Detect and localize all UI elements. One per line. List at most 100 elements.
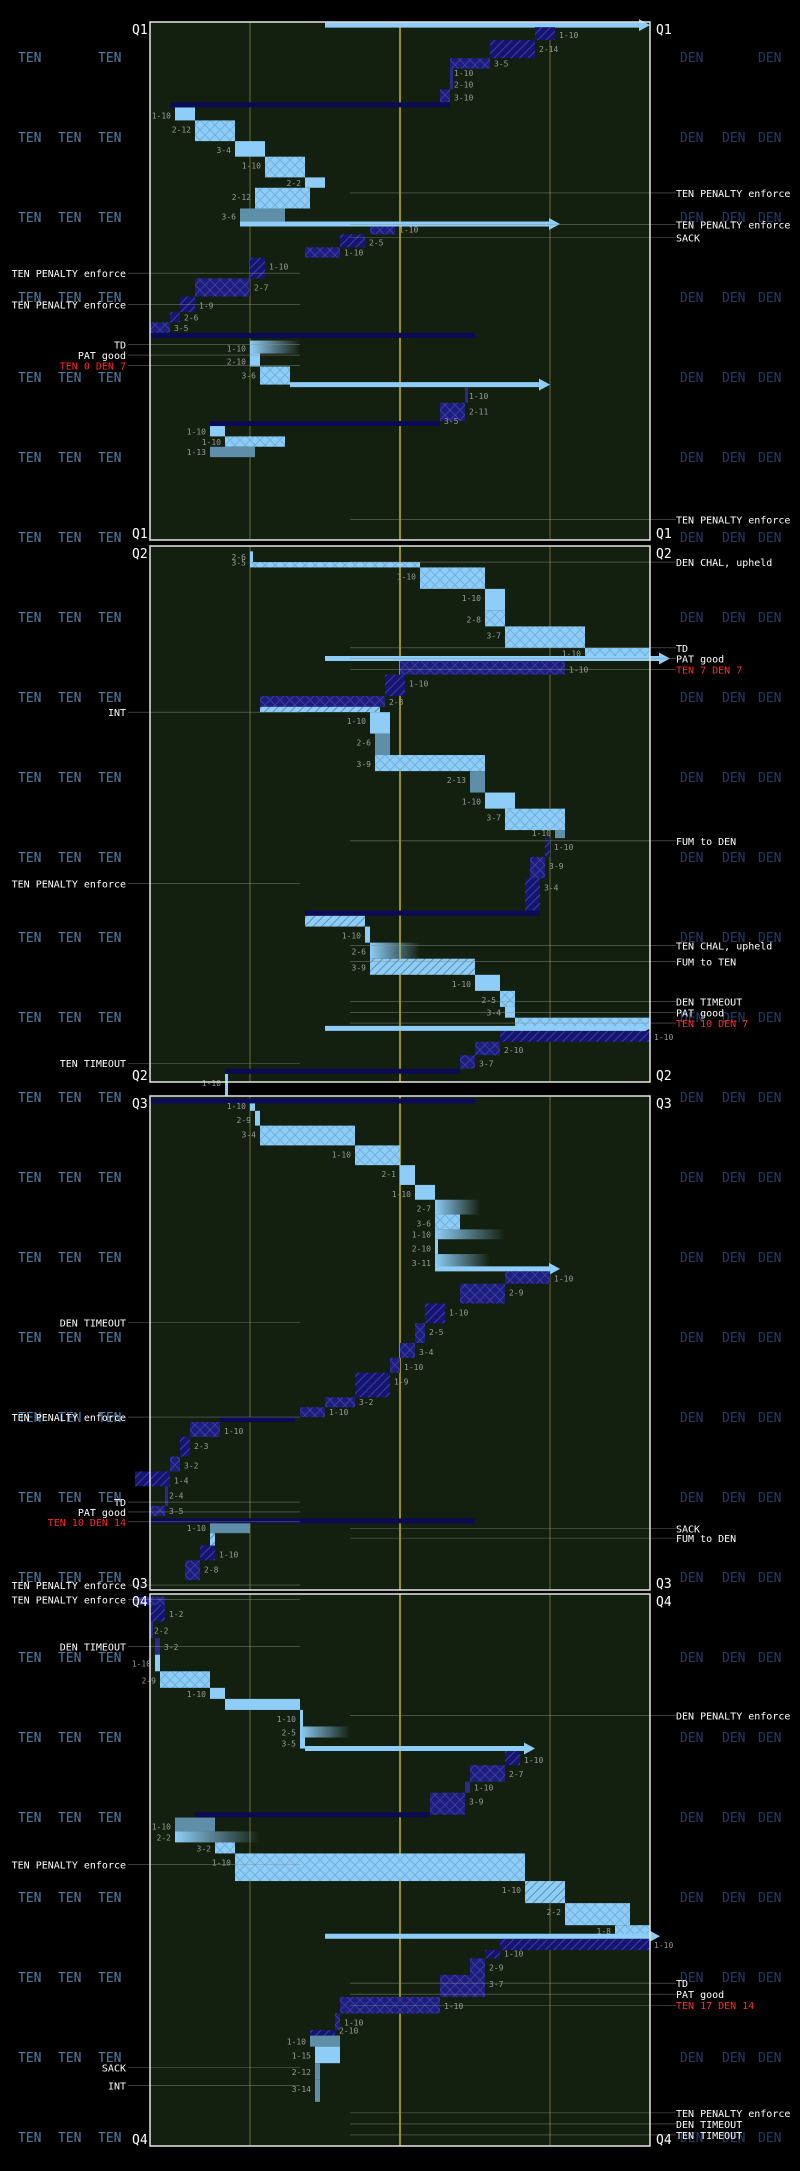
watermark-home: TEN (58, 131, 81, 146)
play-label: 1-10 (227, 1102, 246, 1111)
quarter-label-end: Q1 (132, 527, 148, 542)
watermark-away: DEN (758, 1251, 781, 1266)
note-text: PAT good (78, 1508, 126, 1519)
play-label: 2-9 (489, 1963, 504, 1972)
play-bar (400, 1343, 415, 1358)
watermark-home: TEN (58, 451, 81, 466)
watermark-home: TEN (18, 691, 41, 706)
play-bar (525, 1881, 565, 1904)
watermark-home: TEN (58, 531, 81, 546)
note-text: PAT good (676, 1008, 724, 1019)
note-text: TEN PENALTY enforce (12, 880, 126, 891)
watermark-away: DEN (758, 1091, 781, 1106)
play-bar (240, 208, 285, 222)
note-text: TEN 17 DEN 14 (676, 2001, 754, 2012)
watermark-home: TEN (58, 2131, 81, 2146)
play-label: 3-6 (417, 1220, 432, 1229)
watermark-home: TEN (98, 851, 121, 866)
play-bar (500, 1939, 650, 1951)
watermark-away: DEN (680, 1651, 703, 1666)
play-bar (435, 1214, 460, 1230)
play-bar (260, 366, 290, 385)
watermark-away: DEN (680, 2131, 703, 2146)
watermark-home: TEN (58, 1491, 81, 1506)
play-label: 1-10 (554, 843, 573, 852)
play-bar (255, 187, 310, 209)
play-bar (235, 1853, 525, 1882)
note-text: TEN 0 DEN 7 (60, 361, 126, 372)
play-bar (435, 1199, 480, 1215)
play-bar (545, 838, 550, 857)
watermark-home: TEN (18, 211, 41, 226)
quarter-frame (149, 1593, 651, 2147)
note-text: TEN PENALTY enforce (12, 269, 126, 280)
play-label: 1-10 (347, 717, 366, 726)
play-label: 1-10 (449, 1308, 468, 1317)
watermark-away: DEN (758, 1971, 781, 1986)
watermark-away: DEN (758, 931, 781, 946)
watermark-home: TEN (98, 1331, 121, 1346)
play-label: 1-10 (224, 1427, 243, 1436)
watermark-away: DEN (758, 1331, 781, 1346)
play-label: 2-8 (389, 698, 404, 707)
play-label: 1-10 (344, 249, 363, 258)
note-text: TD (114, 1498, 126, 1509)
play-label: 2-12 (232, 193, 251, 202)
note-text: DEN CHAL, upheld (676, 558, 772, 569)
watermark-home: TEN (58, 851, 81, 866)
play-label: 1-10 (187, 427, 206, 436)
watermark-away: DEN (722, 1571, 745, 1586)
quarter-label-end: Q1 (656, 527, 672, 542)
play-bar (530, 856, 545, 879)
watermark-home: TEN (58, 1971, 81, 1986)
watermark-home: TEN (18, 1091, 41, 1106)
play-bar (315, 2046, 340, 2064)
watermark-away: DEN (758, 1731, 781, 1746)
watermark-home: TEN (58, 771, 81, 786)
play-label: 2-12 (292, 2068, 311, 2077)
play-label: 1-10 (152, 1822, 171, 1831)
watermark-home: TEN (98, 2131, 121, 2146)
play-label: 1-10 (654, 1033, 673, 1042)
watermark-away: DEN (680, 611, 703, 626)
note-text: INT (108, 2081, 126, 2092)
note-text: TEN PENALTY enforce (676, 189, 790, 200)
quarter-label-start: Q1 (656, 23, 672, 38)
watermark-home: TEN (18, 611, 41, 626)
watermark-away: DEN (758, 1411, 781, 1426)
play-label: 2-10 (227, 357, 246, 366)
play-label: 3-9 (469, 1798, 484, 1807)
play-bar (365, 926, 370, 943)
play-bar (260, 1125, 355, 1146)
watermark-away: DEN (680, 931, 703, 946)
note-text: SACK (676, 233, 700, 244)
play-label: 1-9 (199, 302, 214, 311)
play-label: 1-10 (399, 225, 418, 234)
play-bar (505, 626, 585, 648)
watermark-away: DEN (758, 1891, 781, 1906)
watermark-home: TEN (98, 1651, 121, 1666)
watermark-away: DEN (680, 211, 703, 226)
note-text: TEN 10 DEN 7 (676, 1019, 748, 1030)
play-label: 3-9 (352, 964, 367, 973)
note-text: TEN PENALTY enforce (676, 515, 790, 526)
watermark-home: TEN (98, 211, 121, 226)
play-bar (525, 878, 540, 911)
watermark-away: DEN (758, 851, 781, 866)
watermark-home: TEN (58, 691, 81, 706)
watermark-home: TEN (58, 1411, 81, 1426)
watermark-away: DEN (758, 291, 781, 306)
play-label: 3-2 (184, 1462, 199, 1471)
play-label: 2-5 (369, 238, 384, 247)
play-label: 2-9 (142, 1676, 157, 1685)
watermark-away: DEN (680, 1331, 703, 1346)
watermark-away: DEN (758, 1171, 781, 1186)
play-label: 1-10 (454, 69, 473, 78)
watermark-away: DEN (680, 371, 703, 386)
play-arrow-head (649, 1930, 660, 1943)
quarter-frame (149, 545, 651, 1083)
play-label: 1-10 (332, 1150, 351, 1159)
play-bar (210, 446, 255, 458)
watermark-home: TEN (18, 931, 41, 946)
play-bar (210, 426, 225, 437)
